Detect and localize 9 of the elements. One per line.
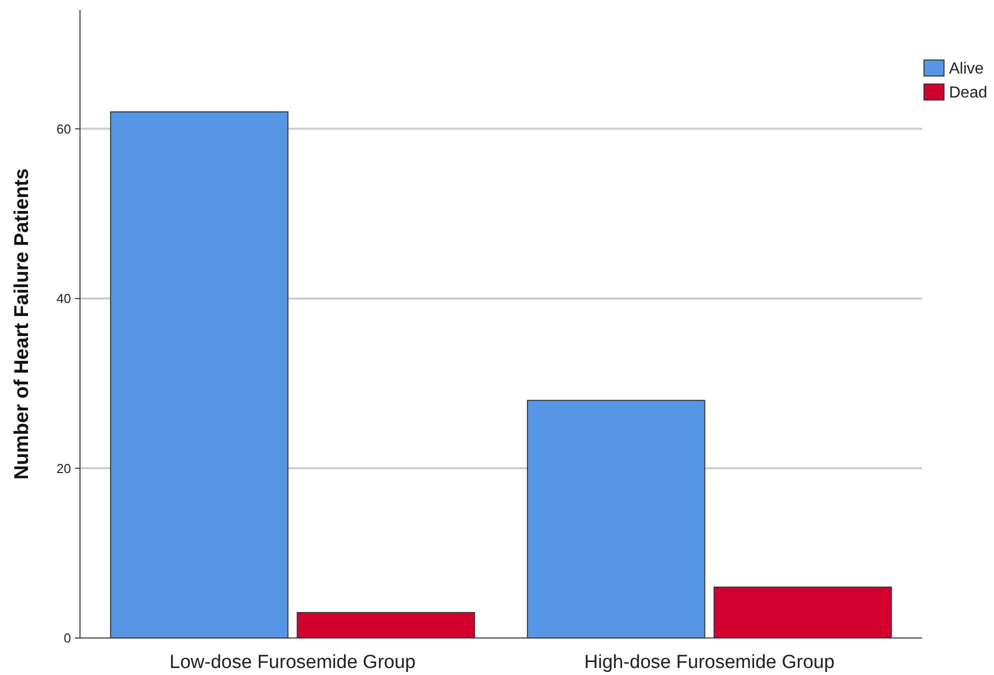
y-tick-label: 20 [56, 460, 71, 476]
y-tick-label: 60 [56, 121, 71, 136]
y-axis-title: Number of Heart Failure Patients [11, 168, 33, 480]
y-tick-label: 0 [64, 630, 71, 646]
y-tick-label: 40 [56, 291, 71, 306]
x-tick-label: Low-dose Furosemide Group [170, 652, 416, 673]
legend-label: Alive [949, 60, 984, 78]
x-tick-label: High-dose Furosemide Group [584, 652, 835, 673]
legend-label: Dead [949, 84, 988, 102]
